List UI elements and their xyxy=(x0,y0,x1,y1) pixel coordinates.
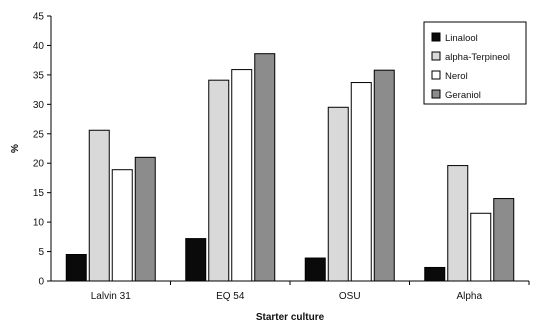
bar-geraniol xyxy=(134,156,156,282)
bar-nerol xyxy=(231,69,253,282)
y-tick-label: 25 xyxy=(33,129,45,140)
y-tick-label: 0 xyxy=(38,277,44,288)
bar-linalool xyxy=(424,266,446,282)
bar-alpha-terpineol xyxy=(327,106,349,282)
bar-geraniol xyxy=(373,69,395,282)
x-category-label: OSU xyxy=(339,291,361,302)
legend-swatch xyxy=(431,89,441,99)
legend-item: Nerol xyxy=(431,70,468,82)
y-axis-title: % xyxy=(10,144,21,153)
legend-label: Nerol xyxy=(445,71,468,82)
legend-item: Linalool xyxy=(431,32,478,44)
y-tick-label: 15 xyxy=(33,188,45,199)
bar-linalool xyxy=(65,254,87,282)
y-tick-label: 20 xyxy=(33,159,45,170)
x-category-label: EQ 54 xyxy=(216,291,245,302)
legend-item: alpha-Terpineol xyxy=(431,51,510,63)
bar-alpha-terpineol xyxy=(447,165,469,282)
legend-swatch xyxy=(431,70,441,80)
bar-linalool xyxy=(185,238,207,282)
y-tick-label: 10 xyxy=(33,218,45,229)
bar-nerol xyxy=(111,169,133,282)
bar-alpha-terpineol xyxy=(88,129,110,282)
bar-group xyxy=(304,69,395,282)
legend-item: Geraniol xyxy=(431,89,481,101)
bar-nerol xyxy=(350,82,372,282)
legend-label: Linalool xyxy=(445,33,478,44)
bar-alpha-terpineol xyxy=(208,79,230,282)
legend-label: Geraniol xyxy=(445,90,481,101)
y-tick-label: 45 xyxy=(33,12,45,23)
x-category-label: Lalvin 31 xyxy=(91,291,131,302)
legend-label: alpha-Terpineol xyxy=(445,52,510,63)
y-tick-label: 35 xyxy=(33,70,45,81)
legend-box xyxy=(423,21,527,105)
legend-swatch xyxy=(431,51,441,61)
bar-groups xyxy=(65,53,515,282)
y-tick-label: 40 xyxy=(33,41,45,52)
x-category-label: Alpha xyxy=(456,291,482,302)
y-tick-label: 30 xyxy=(33,100,45,111)
bar-geraniol xyxy=(254,53,276,282)
bar-group xyxy=(65,129,156,282)
legend-swatch xyxy=(431,32,441,42)
bar-group xyxy=(185,53,276,282)
bar-group xyxy=(424,165,515,282)
bar-linalool xyxy=(304,257,326,282)
legend: Linalool alpha-Terpineol Nerol Geraniol xyxy=(423,21,527,105)
x-axis-title: Starter culture xyxy=(256,312,325,323)
bar-nerol xyxy=(470,212,492,282)
y-axis-ticks: 0 5 10 15 20 25 30 35 40 45 xyxy=(33,12,51,288)
y-tick-label: 5 xyxy=(38,247,44,258)
x-axis-categories: Lalvin 31 EQ 54 OSU Alpha xyxy=(91,281,530,302)
bar-geraniol xyxy=(493,198,515,282)
